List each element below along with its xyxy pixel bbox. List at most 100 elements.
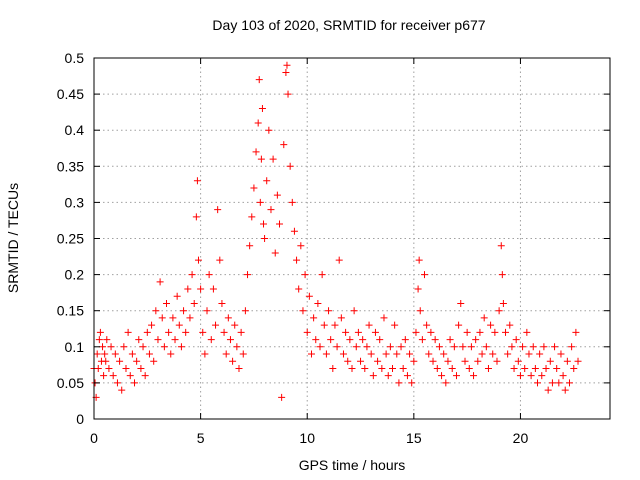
data-point [333,343,341,351]
data-point [282,68,290,76]
data-point [412,328,420,336]
data-point [389,364,397,372]
data-point [94,364,102,372]
data-point [393,350,401,358]
data-point [283,61,291,69]
data-point [457,299,465,307]
data-point [482,343,490,351]
y-axis-label: SRMTID / TECUs [5,183,21,293]
data-point [438,372,446,380]
data-point [474,357,482,365]
data-point [218,299,226,307]
data-point [205,271,213,279]
y-tick-label: 0.05 [57,375,84,391]
data-point [371,328,379,336]
data-point [495,307,503,315]
data-point [470,372,478,380]
data-point [150,357,158,365]
y-tick-label: 0.25 [57,231,84,247]
data-point [570,364,578,372]
data-point [380,314,388,322]
data-point [203,307,211,315]
data-point [271,249,279,257]
data-points [90,61,582,401]
data-point [427,328,435,336]
data-point [263,177,271,185]
data-point [512,336,520,344]
data-point [359,336,367,344]
data-point [446,336,454,344]
data-point [224,314,232,322]
data-point [382,350,390,358]
data-point [331,321,339,329]
data-point [559,372,567,380]
data-point [489,350,497,358]
data-point [118,386,126,394]
y-tick-label: 0.5 [65,50,85,66]
data-point [397,343,405,351]
data-point [534,379,542,387]
data-point [519,343,527,351]
data-point [105,364,113,372]
data-point [391,321,399,329]
data-point [536,350,544,358]
data-point [442,379,450,387]
data-point [290,227,298,235]
data-point [288,198,296,206]
data-point [497,242,505,250]
data-point [194,256,202,264]
data-point [235,364,243,372]
data-point [201,350,209,358]
data-point [141,372,149,380]
data-point [491,328,499,336]
data-point [162,299,170,307]
data-point [572,328,580,336]
data-point [197,285,205,293]
data-point [499,299,507,307]
data-point [465,364,473,372]
data-point [408,379,416,387]
data-point [258,105,266,113]
data-point [410,357,418,365]
data-point [99,343,107,351]
data-point [284,90,292,98]
data-point [278,393,286,401]
data-point [557,350,565,358]
data-point [252,148,260,156]
data-point [312,336,320,344]
data-point [199,328,207,336]
data-point [101,350,109,358]
data-point [180,307,188,315]
data-point [429,357,437,365]
data-point [529,343,537,351]
x-tick-label: 15 [406,430,422,446]
data-point [455,321,463,329]
data-point [226,336,234,344]
data-point [171,336,179,344]
data-point [269,155,277,163]
x-tick-label: 10 [299,430,315,446]
x-axis-label: GPS time / hours [299,457,406,473]
data-point [504,350,512,358]
data-point [209,285,217,293]
data-point [487,321,495,329]
data-point [506,321,514,329]
data-point [544,386,552,394]
data-point [339,350,347,358]
data-point [406,350,414,358]
data-point [352,343,360,351]
data-point [102,357,110,365]
data-point [563,357,571,365]
data-point [160,343,168,351]
data-point [295,285,303,293]
data-point [548,379,556,387]
y-tick-label: 0.1 [65,339,85,355]
data-point [220,328,228,336]
data-point [301,271,309,279]
data-point [244,271,252,279]
data-point [337,314,345,322]
data-point [493,357,501,365]
data-point [523,328,531,336]
data-point [207,336,215,344]
axis-ticks: 0 0.05 0.1 0.15 0.2 0.25 0.3 0.35 0.4 0.45 0.5 0 5 10… [57,50,610,446]
